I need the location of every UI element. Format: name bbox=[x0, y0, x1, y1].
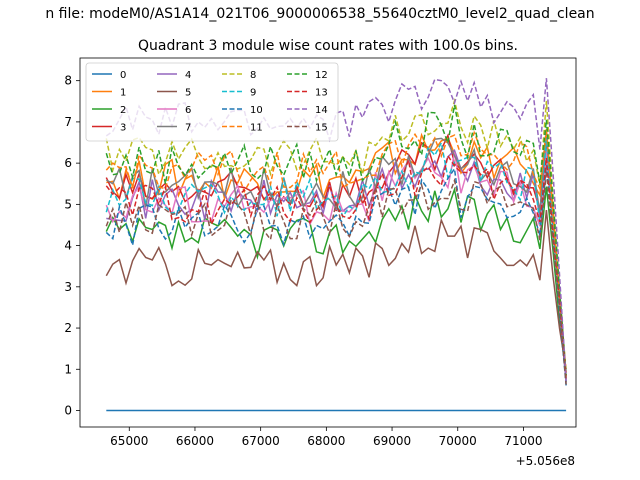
y-tick-label: 3 bbox=[64, 280, 72, 294]
legend-label-8: 8 bbox=[250, 70, 256, 81]
x-tick-label: 70000 bbox=[439, 434, 477, 448]
series-line-1 bbox=[106, 132, 567, 374]
series-line-9 bbox=[105, 138, 567, 383]
x-tick-label: 66000 bbox=[176, 434, 214, 448]
legend-label-15: 15 bbox=[315, 123, 328, 134]
legend-label-6: 6 bbox=[185, 105, 191, 116]
legend-label-14: 14 bbox=[315, 105, 328, 116]
y-tick-label: 2 bbox=[64, 321, 72, 335]
axes-frame bbox=[79, 57, 577, 428]
legend-label-12: 12 bbox=[315, 70, 328, 81]
legend-label-0: 0 bbox=[120, 70, 126, 81]
legend-label-4: 4 bbox=[185, 70, 191, 81]
axes: 65000 66000 67000 68000 69000 70000 7100001234… bbox=[64, 57, 577, 448]
legend-label-5: 5 bbox=[185, 88, 191, 99]
series-line-10 bbox=[105, 164, 567, 386]
legend-label-7: 7 bbox=[185, 123, 191, 134]
x-offset-label: +5.056e8 bbox=[516, 454, 575, 468]
series-line-3 bbox=[105, 133, 567, 380]
x-tick-label: 65000 bbox=[110, 434, 148, 448]
series-line-2 bbox=[105, 186, 567, 377]
y-tick-label: 8 bbox=[64, 74, 72, 88]
x-tick-label: 71000 bbox=[504, 434, 542, 448]
x-tick-label: 67000 bbox=[242, 434, 280, 448]
y-tick-label: 7 bbox=[64, 115, 72, 129]
x-tick-label: 69000 bbox=[373, 434, 411, 448]
series-line-15 bbox=[105, 170, 567, 385]
legend-label-10: 10 bbox=[250, 105, 263, 116]
y-tick-label: 1 bbox=[64, 362, 72, 376]
legend-label-1: 1 bbox=[120, 88, 126, 99]
legend-label-9: 9 bbox=[250, 88, 256, 99]
legend-box bbox=[85, 62, 339, 142]
legend-label-3: 3 bbox=[120, 123, 126, 134]
y-tick-label: 4 bbox=[64, 239, 72, 253]
y-tick-label: 6 bbox=[64, 156, 72, 170]
x-tick-label: 68000 bbox=[307, 434, 345, 448]
series-line-7 bbox=[105, 133, 567, 376]
y-tick-label: 5 bbox=[64, 197, 72, 211]
series-line-12 bbox=[105, 104, 567, 376]
legend-label-13: 13 bbox=[315, 88, 328, 99]
series-line-6 bbox=[105, 150, 567, 373]
series-line-8 bbox=[105, 98, 567, 379]
chart-suptitle: n file: modeM0/AS1A14_021T06_9000006538_… bbox=[45, 6, 594, 22]
series-line-13 bbox=[105, 153, 567, 379]
series-line-5 bbox=[105, 210, 567, 370]
chart-title: Quadrant 3 module wise count rates with … bbox=[138, 38, 518, 54]
legend-label-2: 2 bbox=[120, 105, 126, 116]
legend-label-11: 11 bbox=[250, 123, 263, 134]
y-tick-label: 0 bbox=[64, 404, 72, 418]
